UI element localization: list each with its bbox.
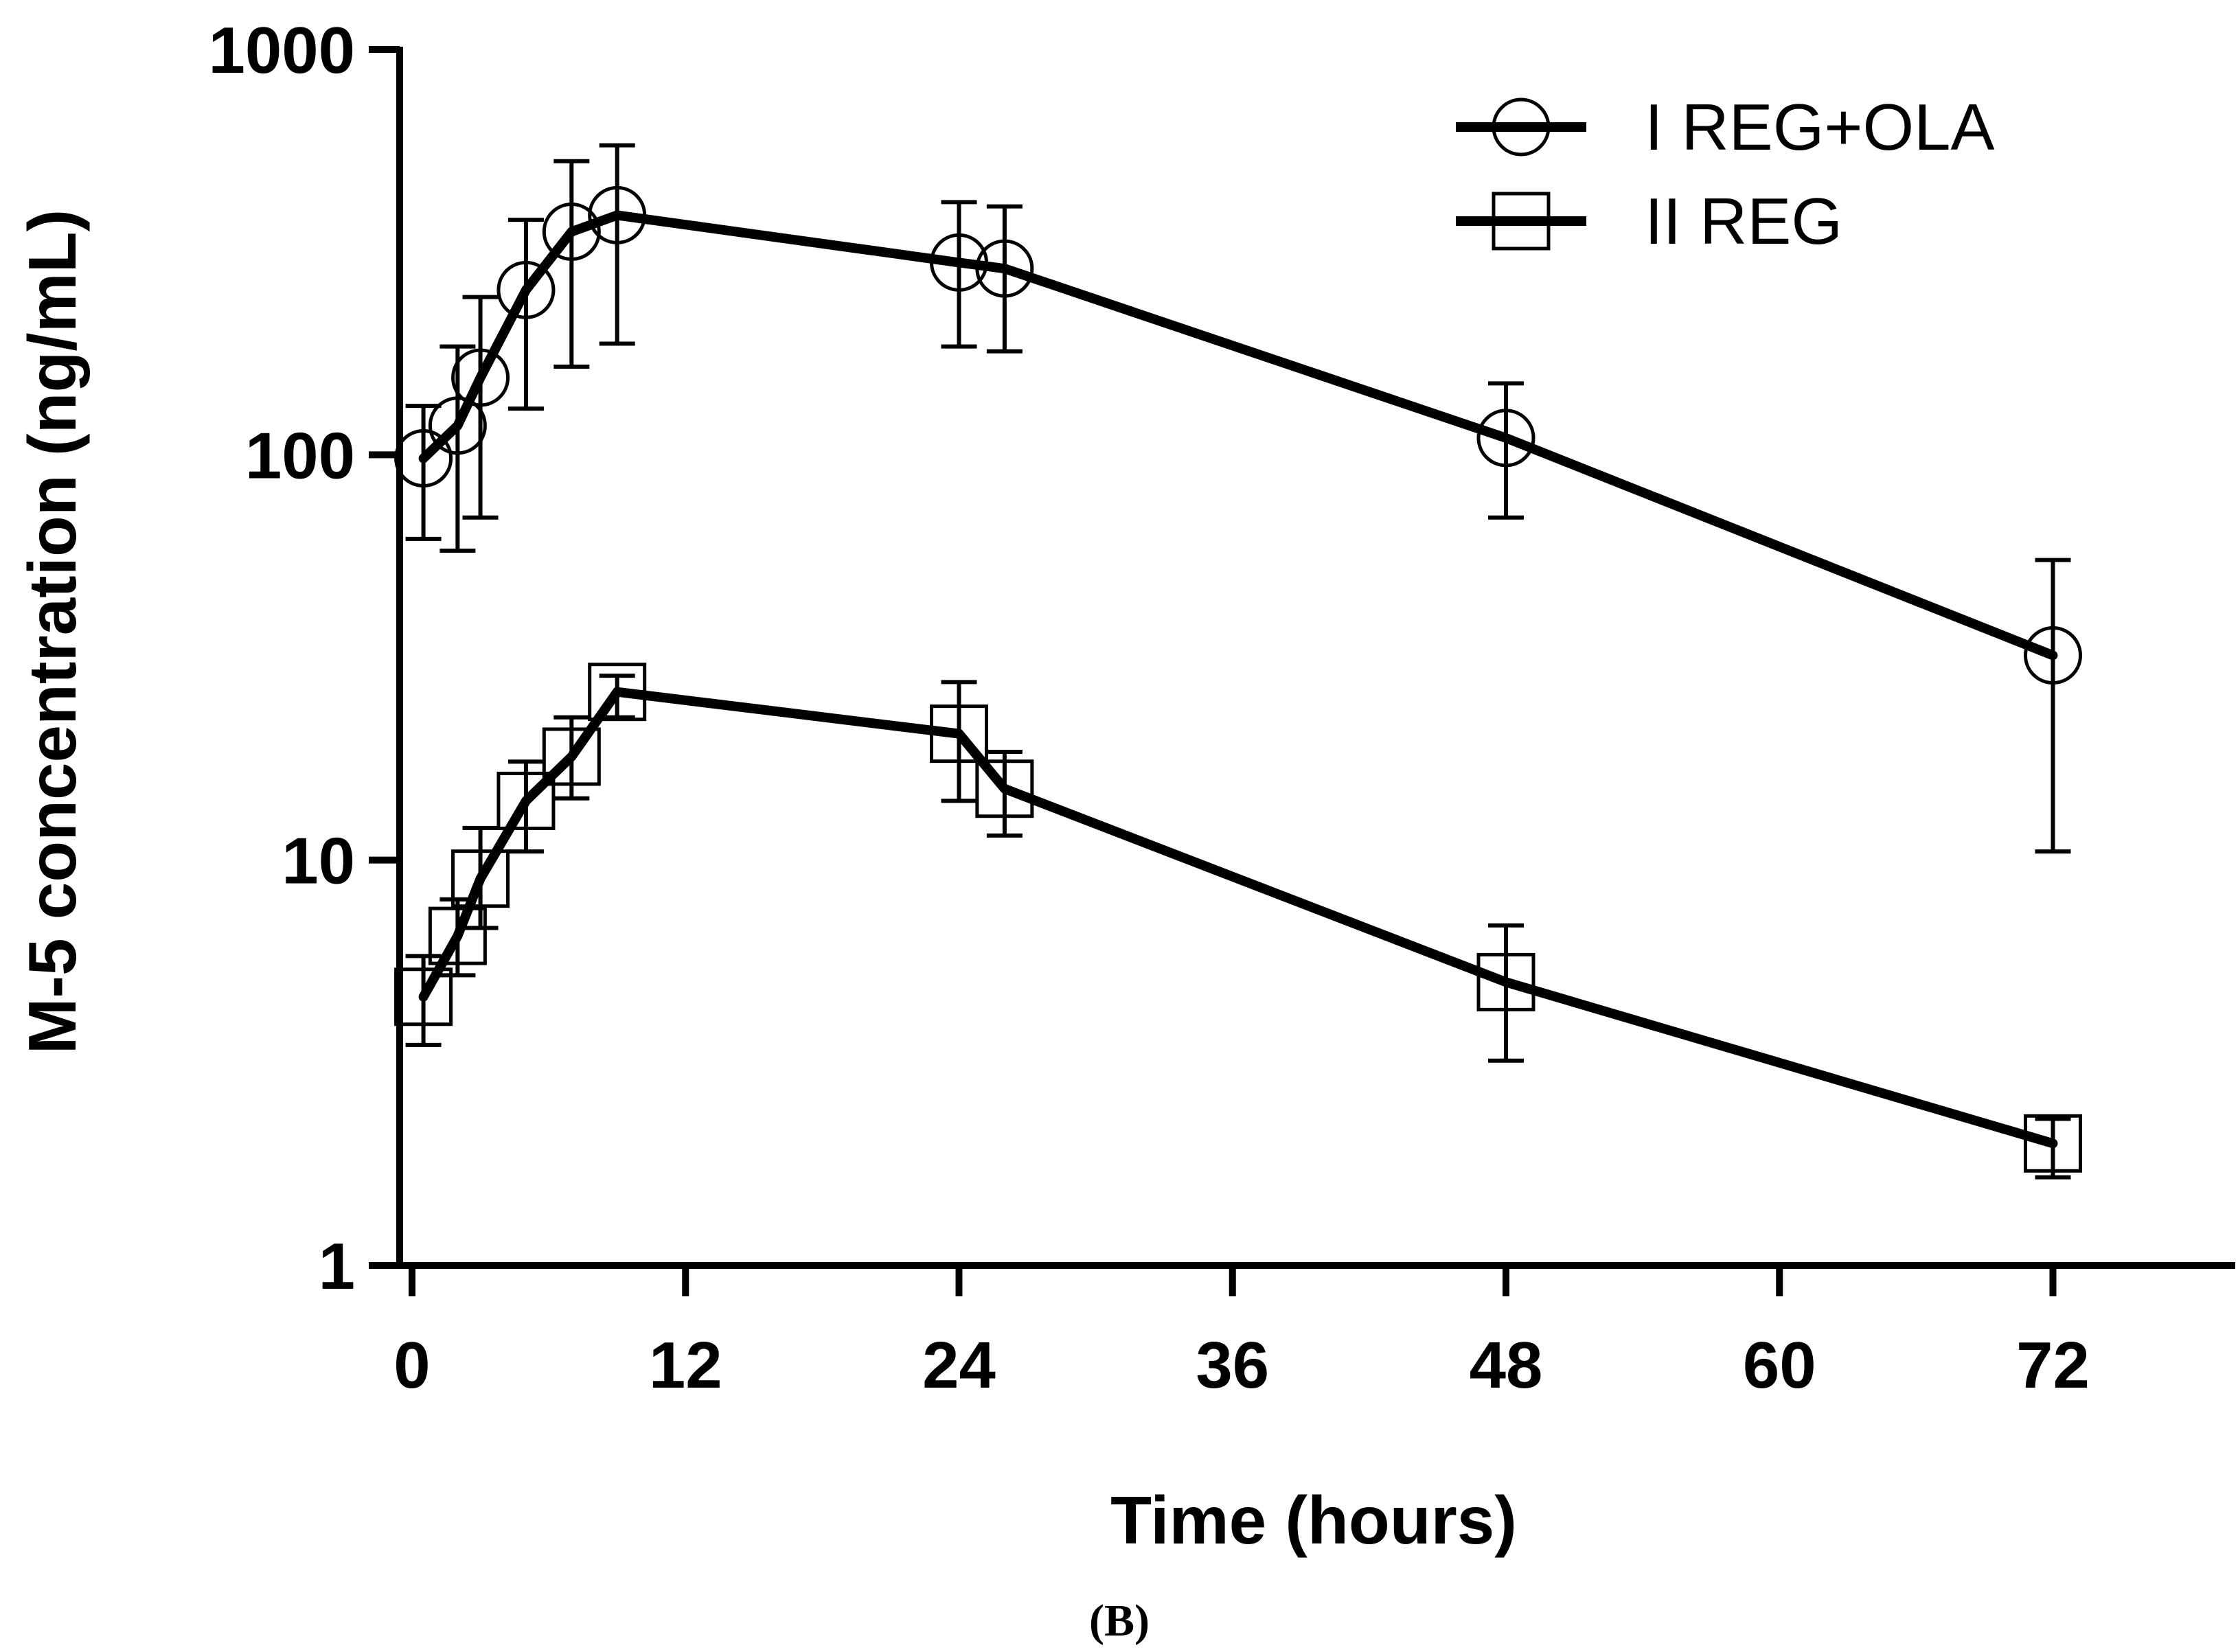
data-point-circle: [2024, 626, 2082, 685]
y-tick-label-100: 100: [245, 419, 355, 492]
x-tick-label-36: 36: [1196, 1329, 1269, 1402]
data-point-square: [451, 849, 510, 908]
legend-label: II REG: [1645, 185, 1842, 258]
series-line: [418, 210, 2058, 661]
data-point-square: [542, 727, 601, 786]
x-tick-label-72: 72: [2016, 1329, 2090, 1402]
series-2: [394, 663, 2082, 1180]
series-line: [418, 687, 2058, 1149]
y-tick-label-1000: 1000: [208, 14, 355, 87]
data-point-square: [428, 906, 487, 965]
data-point-circle: [542, 203, 601, 262]
y-tick-label-10: 10: [282, 825, 355, 898]
x-axis-label: Time (hours): [1110, 1482, 1517, 1558]
x-tick-label-48: 48: [1470, 1329, 1543, 1402]
x-tick-label-24: 24: [922, 1329, 996, 1402]
legend-label: I REG+OLA: [1645, 91, 1995, 164]
legend-item-2: II REG: [1456, 185, 1842, 258]
data-point-circle: [394, 429, 453, 488]
data-point-circle: [451, 348, 510, 407]
panel-label: (B): [1089, 1596, 1150, 1646]
y-tick-label-1: 1: [319, 1230, 355, 1303]
data-point-circle: [428, 396, 487, 455]
axes-group: 1 10 100 1000 0 12 24 36 48 60 72: [208, 14, 2235, 1402]
series-group: [394, 143, 2082, 1180]
data-point-square: [394, 967, 453, 1026]
legend: I REG+OLA II REG: [1456, 91, 1995, 258]
x-tick-label-12: 12: [649, 1329, 722, 1402]
y-axis-label: M-5 concentration (ng/mL): [14, 209, 90, 1054]
data-point-circle: [1476, 409, 1535, 468]
data-point-square: [975, 759, 1034, 818]
data-point-square: [496, 771, 556, 830]
legend-marker-circle: [1492, 97, 1551, 157]
data-point-square: [2024, 1114, 2082, 1173]
series-1: [394, 143, 2082, 854]
x-tick-label-60: 60: [1743, 1329, 1816, 1402]
x-tick-label-0: 0: [393, 1329, 430, 1402]
data-point-square: [1476, 952, 1535, 1011]
legend-item-1: I REG+OLA: [1456, 91, 1995, 164]
data-point-circle: [496, 260, 556, 319]
legend-marker-square: [1492, 192, 1551, 251]
